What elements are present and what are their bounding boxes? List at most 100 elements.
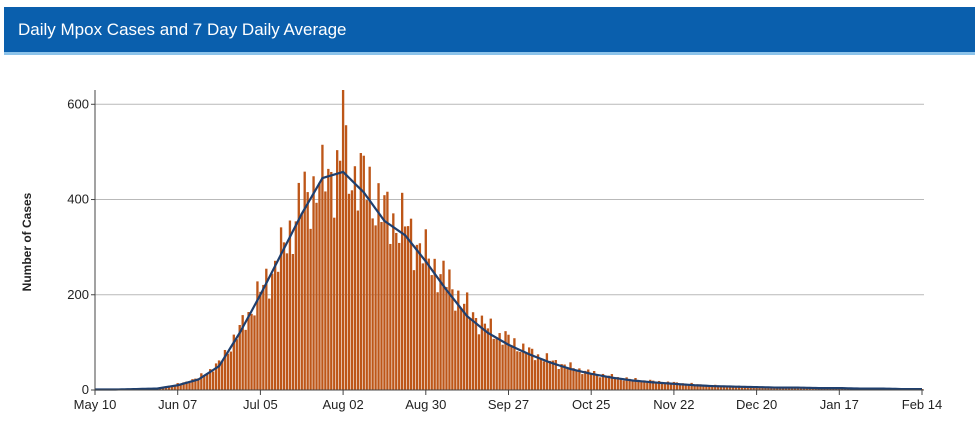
bar-day-35 [197,378,200,390]
x-tick-label: Jan 17 [820,397,859,412]
bar-day-225 [758,387,761,390]
bar-day-107 [409,218,413,390]
bar-day-139 [504,331,507,390]
bar-day-73 [309,228,312,390]
bar-day-42 [217,360,221,390]
bar-day-181 [628,378,631,390]
bar-day-70 [300,213,303,390]
bar-day-223 [752,386,755,390]
bar-day-176 [613,378,616,390]
bar-day-147 [528,347,531,390]
bar-day-131 [480,315,484,390]
bar-day-122 [454,310,457,390]
bar-day-151 [539,359,543,390]
bar-day-188 [649,379,652,390]
bar-day-205 [699,384,702,390]
bar-day-126 [465,292,469,390]
bar-day-146 [525,353,528,390]
bar-day-165 [581,374,584,390]
bar-series [93,90,924,390]
bar-day-68 [294,221,298,390]
x-tick-labels: May 10 Jun 07 Jul 05 Aug 02 Aug 30 Sep 27 Oct … [74,390,942,412]
x-tick-label: Jun 07 [158,397,197,412]
bar-day-98 [383,195,386,390]
bar-day-194 [666,381,670,390]
bar-day-71 [303,171,306,390]
bar-day-40 [211,371,215,390]
bar-day-143 [516,351,519,390]
bar-day-108 [412,270,416,390]
bar-day-136 [495,337,498,390]
bar-day-38 [206,373,209,390]
grid-lines [95,103,924,296]
y-axis-title: Number of Cases [20,192,34,291]
bar-day-183 [634,378,637,390]
bar-day-228 [767,387,770,390]
bar-day-95 [374,225,377,390]
bar-day-207 [705,384,708,390]
bar-day-78 [324,191,327,390]
bar-day-77 [321,144,324,390]
bar-day-127 [468,318,472,390]
bar-day-202 [690,382,693,390]
x-tick-label: Dec 20 [736,397,777,412]
bar-day-191 [657,380,661,390]
x-tick-label: May 10 [74,397,117,412]
bar-day-118 [442,260,445,390]
bar-day-91 [362,155,365,390]
bar-day-142 [513,338,516,390]
bar-day-46 [229,351,233,390]
bar-day-132 [483,323,487,390]
bar-day-171 [598,377,602,390]
bar-day-206 [702,386,705,390]
bar-day-172 [601,373,605,390]
bar-day-148 [530,348,534,390]
y-tick-label: 400 [67,192,89,207]
bar-day-201 [687,384,690,390]
bar-day-149 [533,360,537,390]
bar-day-167 [587,369,590,390]
bar-day-162 [572,368,575,390]
bar-day-200 [684,384,687,390]
bar-day-204 [696,384,699,390]
bar-day-152 [542,361,546,390]
bar-day-234 [784,387,788,390]
bar-day-52 [247,312,250,390]
x-tick-label: Nov 22 [653,397,694,412]
bar-day-75 [315,202,318,390]
y-tick-label: 0 [82,382,89,397]
bar-day-182 [631,379,634,390]
bar-day-53 [250,313,253,390]
bar-day-164 [578,368,581,390]
bar-day-215 [728,385,732,390]
bar-day-199 [681,383,684,390]
bar-day-123 [457,290,460,390]
bar-day-153 [545,353,549,390]
bar-day-92 [365,200,368,390]
bar-day-109 [415,244,419,390]
bar-day-64 [282,242,286,390]
seven-day-average-line [95,170,922,391]
bar-day-32 [188,382,191,390]
bar-day-177 [616,377,619,390]
bar-day-114 [430,275,433,390]
bar-day-119 [445,287,448,390]
bar-day-60 [271,273,274,390]
bar-day-115 [433,258,436,390]
bar-day-211 [717,385,720,390]
bar-day-49 [238,325,241,390]
x-tick-label: Sep 27 [488,397,529,412]
bar-day-213 [722,385,726,390]
bar-day-105 [403,226,407,390]
bar-day-100 [389,243,392,390]
bar-day-61 [274,260,277,390]
bar-day-208 [708,385,711,390]
bar-day-170 [595,374,599,390]
bar-day-156 [554,360,557,390]
bar-day-41 [214,363,218,390]
bar-day-96 [377,183,380,390]
bar-day-101 [392,213,395,390]
bar-day-195 [669,383,673,390]
bar-day-216 [731,385,735,390]
bar-day-184 [637,381,640,390]
